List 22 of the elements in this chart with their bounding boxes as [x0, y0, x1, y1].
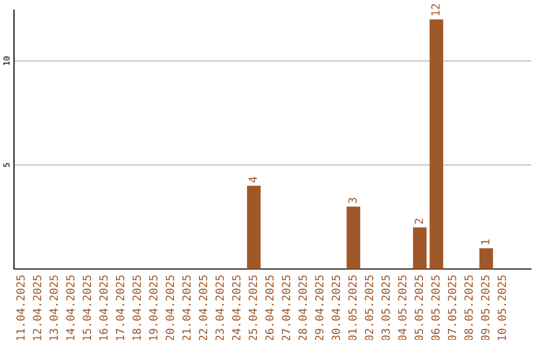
x-tick-label: 12.04.2025: [32, 275, 42, 340]
data-label: 4: [248, 176, 257, 182]
y-tick-label: 5: [3, 163, 10, 167]
data-label: 12: [431, 4, 440, 16]
bar: [346, 206, 360, 269]
x-tick-label: 15.04.2025: [82, 275, 92, 340]
data-label: 3: [348, 198, 357, 204]
x-tick-label: 18.04.2025: [132, 275, 141, 340]
data-label: 1: [481, 239, 490, 244]
x-tick-label: 19.04.2025: [149, 275, 158, 340]
x-tick-label: 13.04.2025: [50, 275, 58, 340]
bar: [430, 19, 444, 269]
data-label: 2: [414, 218, 423, 224]
bar: [479, 248, 493, 269]
x-tick-label: 17.04.2025: [116, 275, 124, 340]
y-tick-label: 10: [3, 56, 10, 65]
x-tick-label: 14.04.2025: [66, 275, 75, 340]
x-tick-label: 11.04.2025: [16, 275, 25, 340]
bar: [247, 186, 261, 269]
x-tick-label: 16.04.2025: [99, 275, 108, 340]
x-tick-label: 10.05.2025: [498, 275, 506, 340]
bar: [412, 227, 427, 269]
